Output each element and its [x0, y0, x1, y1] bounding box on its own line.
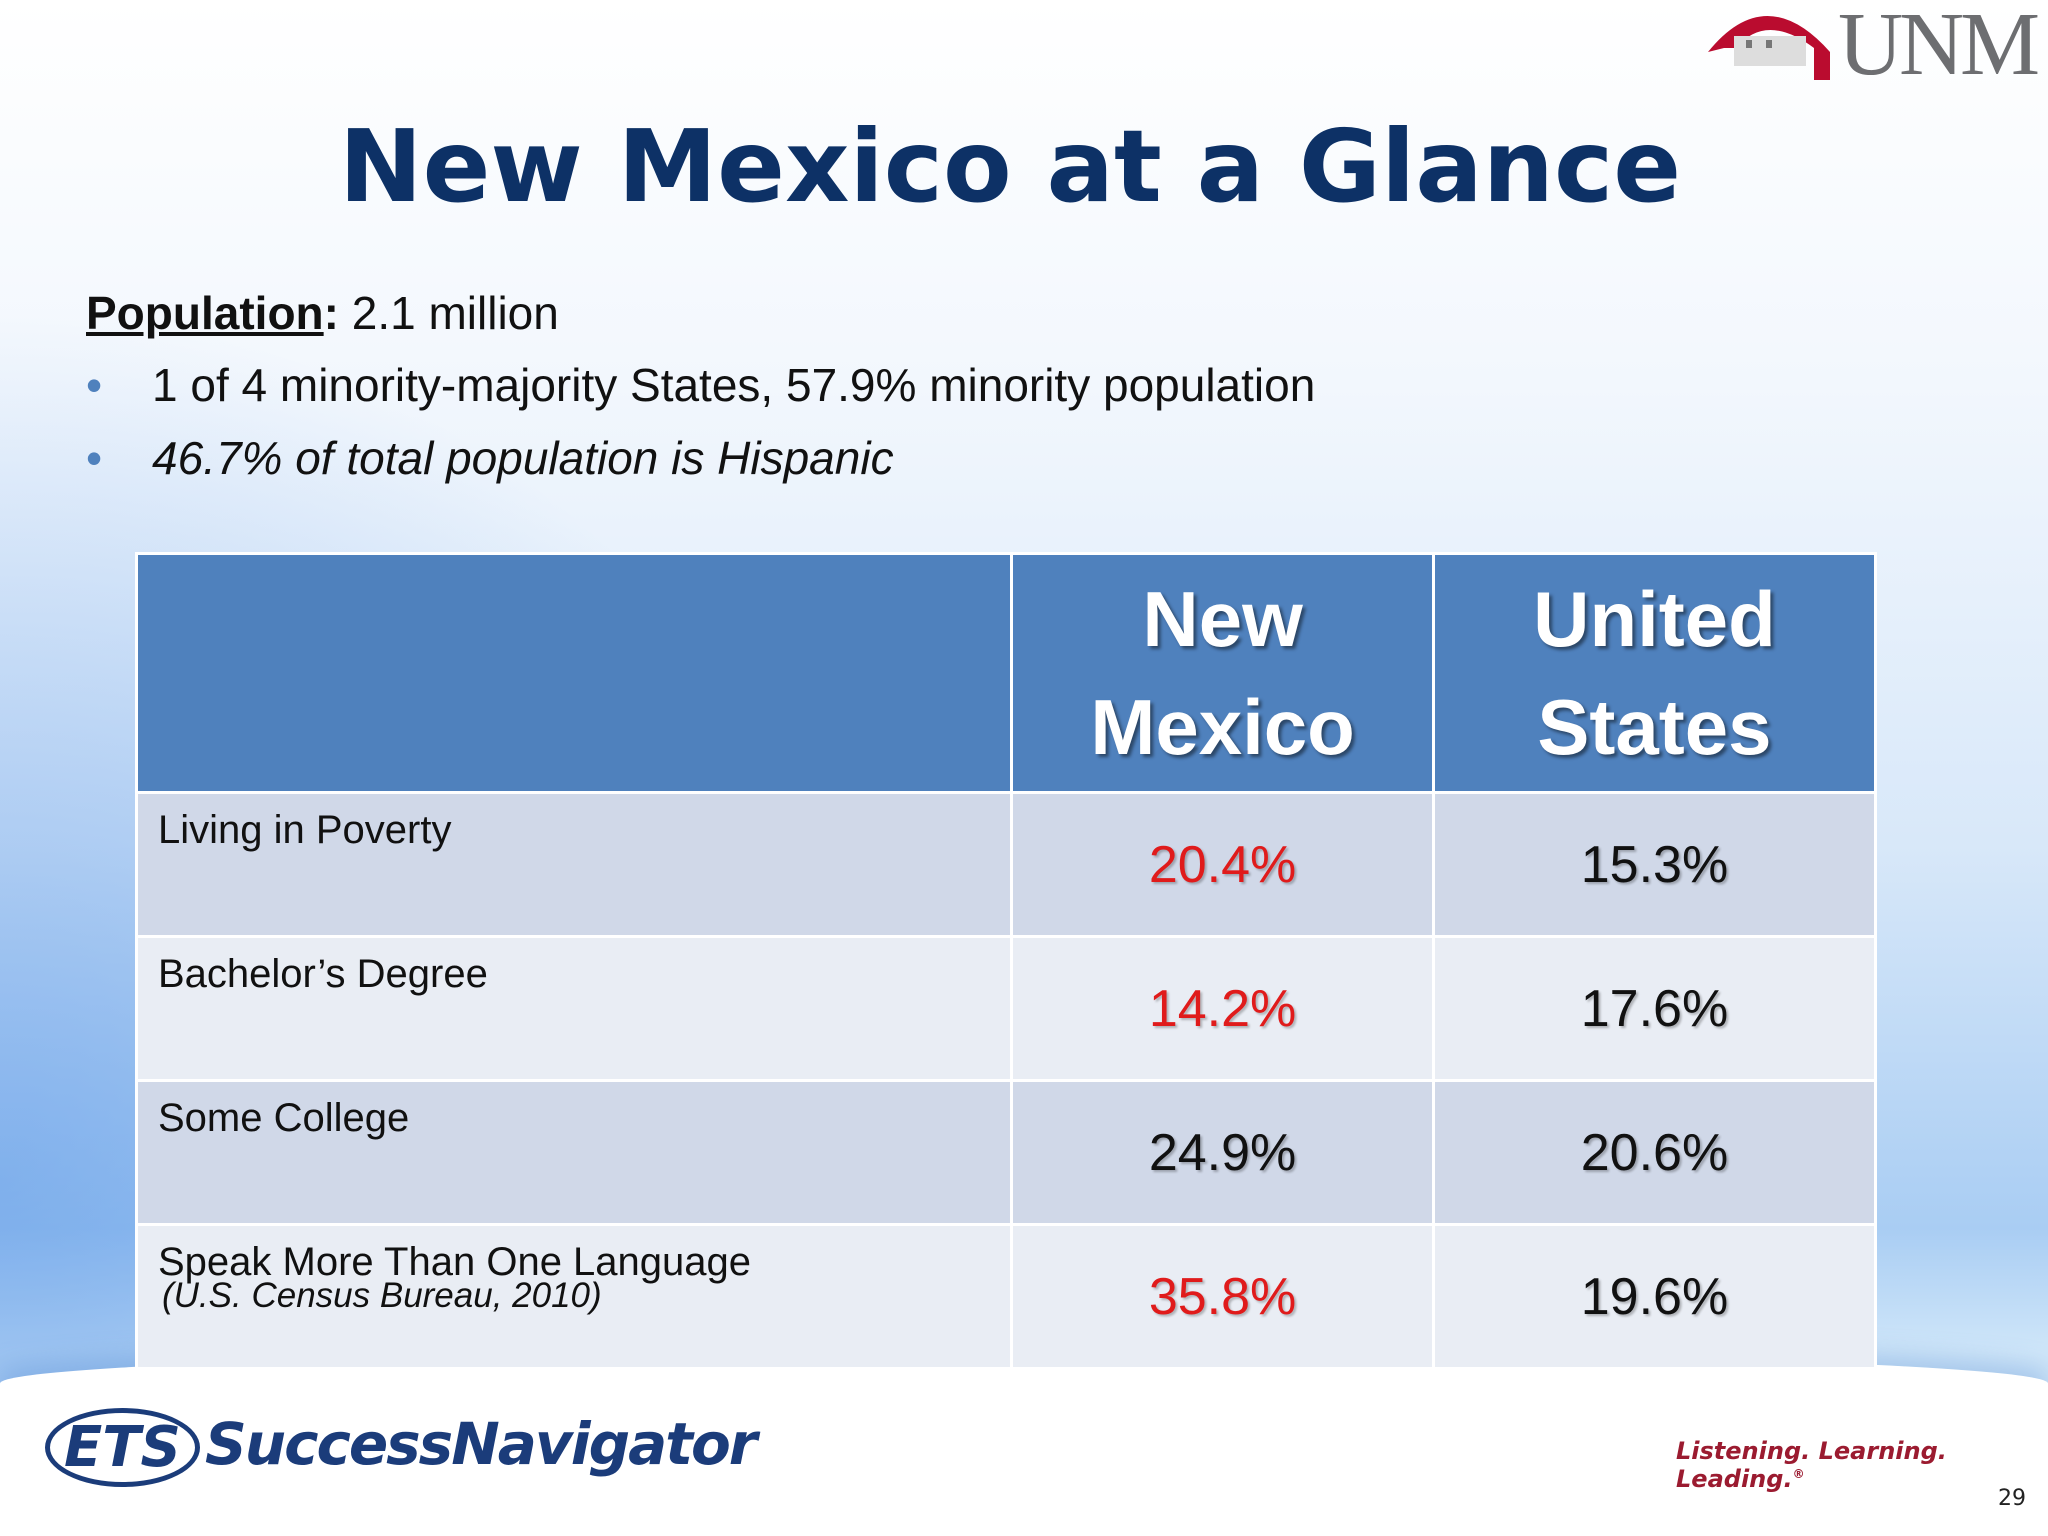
bullet-dot: • — [86, 359, 103, 411]
header-row: New Mexico United States — [134, 552, 1878, 794]
footer-band — [0, 1350, 2048, 1536]
page-number: 29 — [1998, 1486, 2026, 1511]
population-label: Population — [86, 287, 324, 339]
value-cell: 20.6% — [1431, 1079, 1878, 1226]
slide-title: New Mexico at a Glance — [338, 108, 1682, 225]
tagline-text: Listening. Learning. Leading. — [1676, 1437, 1947, 1493]
value-cell: 24.9% — [1010, 1079, 1435, 1226]
value-cell: 20.4% — [1010, 791, 1435, 938]
ets-logo: ETS — [45, 1408, 200, 1487]
logo-mark — [1708, 16, 1830, 80]
source-note: (U.S. Census Bureau, 2010) — [162, 1276, 602, 1315]
brand-name: SuccessNavigator — [205, 1410, 757, 1478]
bullet-text: 1 of 4 minority-majority States, 57.9% m… — [152, 359, 1316, 411]
bullet-dot: • — [86, 432, 103, 484]
table-row: Bachelor’s Degree 14.2% 17.6% — [134, 935, 1878, 1082]
tagline: Listening. Learning. Leading.® — [1676, 1437, 2048, 1493]
registered-mark: ® — [1792, 1467, 1805, 1481]
row-label: Some College — [134, 1079, 1014, 1226]
logo-text: UNM — [1838, 0, 2040, 94]
row-label: Speak More Than One Language — [134, 1223, 1014, 1370]
value-cell: 35.8% — [1010, 1223, 1435, 1370]
bullet: • 46.7% of total population is Hispanic — [86, 431, 894, 485]
value-cell: 14.2% — [1010, 935, 1435, 1082]
population-value: 2.1 million — [351, 287, 559, 339]
row-label: Bachelor’s Degree — [134, 935, 1014, 1082]
value-cell: 15.3% — [1431, 791, 1878, 938]
table-row: Speak More Than One Language 35.8% 19.6% — [134, 1223, 1878, 1370]
value-cell: 19.6% — [1431, 1223, 1878, 1370]
bullet: • 1 of 4 minority-majority States, 57.9% … — [86, 358, 1315, 412]
column-header: New Mexico — [1010, 552, 1435, 794]
header-cell — [134, 552, 1014, 794]
bullet-text: 46.7% of total population is Hispanic — [152, 432, 894, 484]
population-separator: : — [323, 287, 339, 339]
data-table: New Mexico United States Living in Poverty… — [134, 552, 1878, 1370]
row-label: Living in Poverty — [134, 791, 1014, 938]
population: Population: 2.1 million — [86, 286, 559, 340]
column-header: United States — [1431, 552, 1878, 794]
table-row: Living in Poverty 20.4% 15.3% — [134, 791, 1878, 938]
table-row: Some College 24.9% 20.6% — [134, 1079, 1878, 1226]
value-cell: 17.6% — [1431, 935, 1878, 1082]
